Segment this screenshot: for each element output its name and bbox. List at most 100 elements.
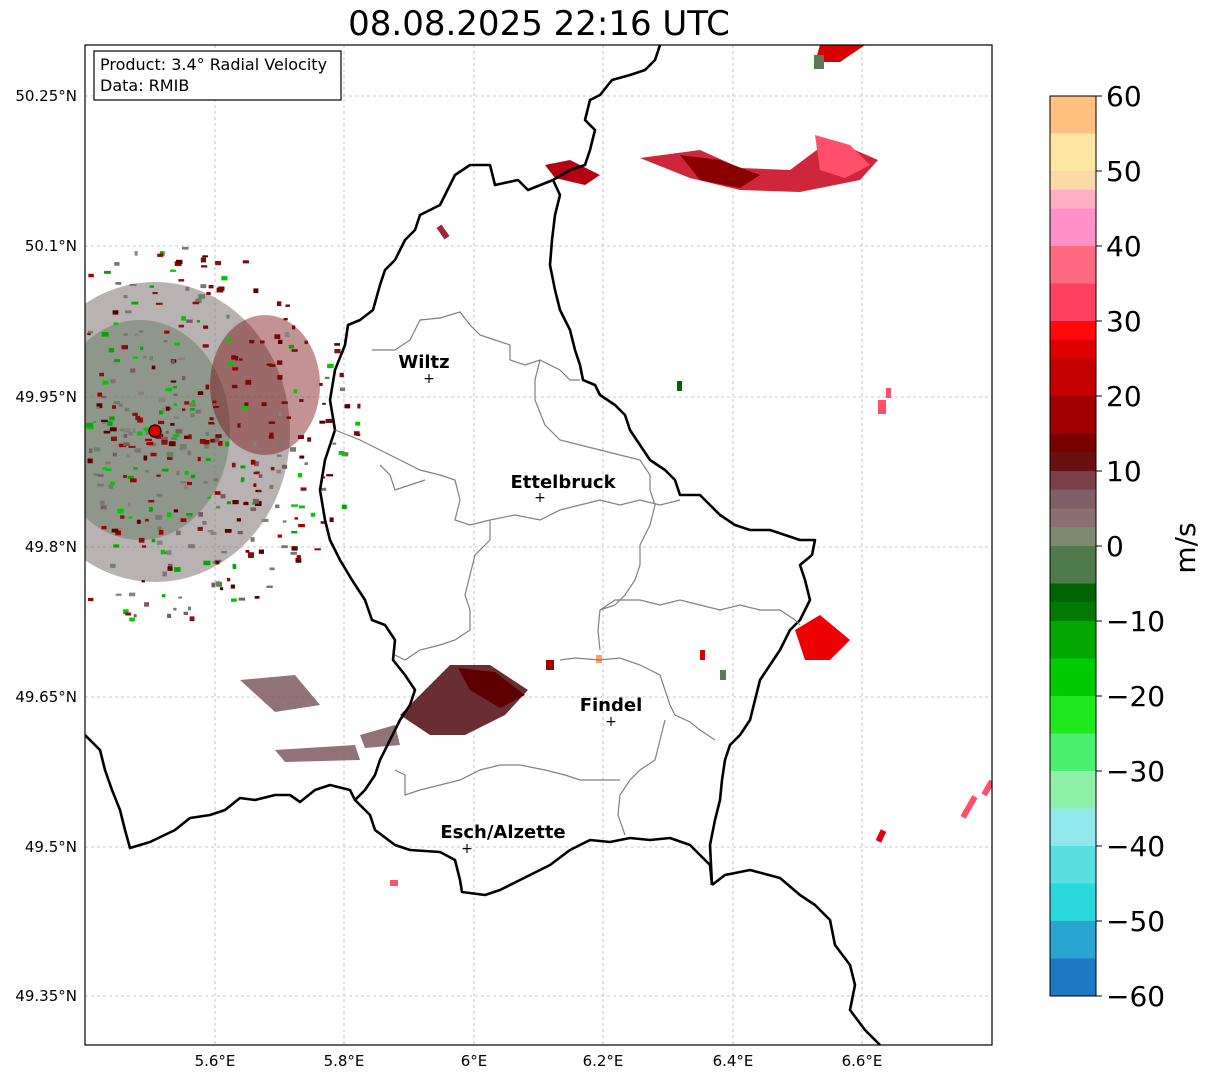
radar-speckle [97,392,102,397]
radar-speckle [130,368,136,373]
colorbar-tick-label: 30 [1106,305,1142,338]
radar-speckle [182,375,186,381]
radar-speckle [123,434,128,438]
radar-speckle [127,475,134,479]
radar-speckle [215,581,221,586]
radar-speckle [137,417,143,423]
radar-speckle [204,445,209,449]
latitude-axis: 50.25°N 50.1°N 49.95°N 49.8°N 49.65°N 49… [15,87,77,1005]
colorbar-tick-label: −60 [1106,980,1165,1013]
echo-sw-streak-2 [275,745,360,762]
radar-speckle [209,417,214,421]
radar-speckle [103,430,111,434]
radar-speckle [86,422,93,428]
radar-speckle [221,276,228,281]
radar-speckle [286,416,291,419]
radar-speckle [98,474,104,477]
echo-fragment [960,795,978,819]
radar-speckle [278,411,282,417]
colorbar-band [1050,246,1096,266]
radar-speckle [117,508,124,514]
radar-speckle [188,544,195,549]
radar-speckle [247,552,254,557]
lat-tick-label: 50.1°N [25,237,77,255]
radar-speckle [239,358,243,361]
radar-speckle [173,509,178,513]
radar-speckle [310,512,316,517]
radar-speckle [329,517,334,523]
colorbar-bands [1050,96,1096,997]
colorbar-band [1050,714,1096,734]
radar-speckle [184,401,190,405]
radar-speckle [176,470,180,476]
radar-speckle [215,561,220,565]
radar-speckle [269,485,274,489]
radar-speckle [338,451,345,455]
radar-speckle [322,402,326,405]
radar-speckle [189,403,196,407]
radar-speckle [88,331,94,334]
radar-speckle [278,339,283,344]
radar-speckle [199,439,206,444]
radar-speckle [249,339,255,344]
colorbar-band [1050,546,1096,566]
colorbar-band [1050,789,1096,809]
radar-speckle [277,534,282,538]
radar-speckle [145,518,149,522]
radar-speckle [174,567,181,572]
radar-speckle [355,421,361,426]
radar-speckle [129,283,137,286]
radar-speckle [130,478,137,483]
radar-speckle [145,430,151,435]
radar-speckle [216,505,221,509]
colorbar-tick-label: −40 [1106,830,1165,863]
lat-tick-label: 49.65°N [15,688,77,706]
radar-speckle [168,441,176,447]
radar-speckle [270,467,275,471]
radar-speckle [110,481,115,486]
radar-speckle [266,363,272,366]
colorbar-tick-label: −20 [1106,680,1165,713]
colorbar-band [1050,414,1096,434]
radar-speckle [190,408,195,411]
radar-speckle [113,544,120,548]
radar-speckle [240,477,245,482]
radar-speckle [109,427,117,432]
radar-speckle [213,478,219,482]
map-frame [84,44,993,1046]
colorbar-band [1050,152,1096,172]
radar-speckle [143,457,147,461]
radar-speckle [237,531,243,535]
radar-speckle [284,332,290,337]
radar-speckle [225,338,231,342]
radar-speckle [129,592,136,597]
colorbar-band [1050,846,1096,866]
radar-speckle [159,251,165,256]
border-lux-germany [548,179,817,886]
radar-speckle [123,295,128,299]
city-plus-marker: + [461,841,473,857]
radar-speckle [268,421,275,424]
radar-speckle [304,462,308,465]
radar-speckle [192,301,200,305]
radar-speckle [339,372,344,378]
radar-speckle [245,550,250,553]
radar-speckle [178,357,185,361]
radar-speckle [138,537,145,543]
radar-speckle [128,431,133,436]
radar-speckle [232,367,239,371]
radar-speckle [250,507,257,511]
lat-tick-label: 49.35°N [15,987,77,1005]
radar-speckle [187,481,192,486]
lon-tick-label: 6.4°E [713,1052,754,1070]
radar-speckle [281,401,288,404]
radar-speckle [200,257,206,263]
radar-speckle [231,462,236,468]
radar-speckle [268,436,274,439]
radar-speckle [173,403,177,406]
radar-speckle [179,447,186,451]
radar-speckle [107,421,113,426]
colorbar-ticks [1096,95,1102,997]
colorbar-band [1050,939,1096,959]
